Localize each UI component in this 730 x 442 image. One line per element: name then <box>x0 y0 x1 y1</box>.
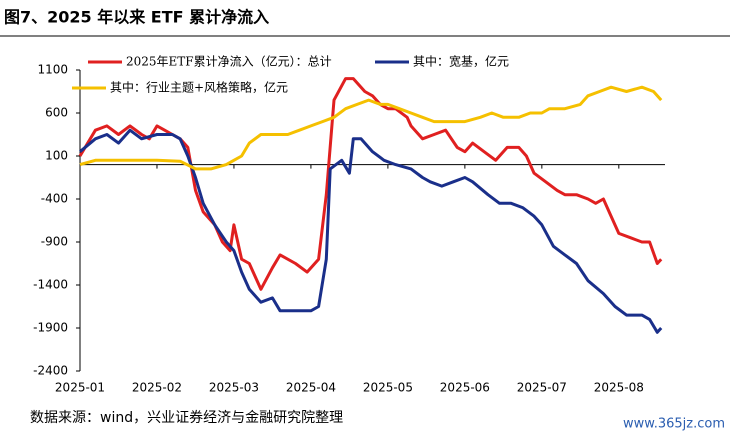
line-series <box>79 128 663 334</box>
y-tick-label: -2400 <box>33 364 68 378</box>
y-tick-label: -1400 <box>33 278 68 292</box>
x-tick-label: 2025-04 <box>286 381 336 395</box>
x-tick-label: 2025-02 <box>132 381 182 395</box>
x-tick-label: 2025-05 <box>363 381 413 395</box>
watermark: www.365jz.com <box>623 417 725 432</box>
x-tick-label: 2025-01 <box>55 381 105 395</box>
x-tick-label: 2025-06 <box>440 381 490 395</box>
y-tick-label: -400 <box>41 192 68 206</box>
y-tick-label: 600 <box>45 106 68 120</box>
y-tick-label: 100 <box>45 149 68 163</box>
x-tick-label: 2025-08 <box>594 381 644 395</box>
line-series <box>79 85 663 171</box>
source-note: 数据来源：wind，兴业证券经济与金融研究院整理 <box>30 410 343 426</box>
y-tick-label: -1900 <box>33 321 68 335</box>
legend-label: 其中：行业主题+风格策略，亿元 <box>110 80 288 95</box>
x-tick-label: 2025-03 <box>209 381 259 395</box>
legend-label: 2025年ETF累计净流入（亿元）：总计 <box>126 54 332 69</box>
legend-label: 其中：宽基，亿元 <box>413 54 509 69</box>
y-tick-label: -900 <box>41 235 68 249</box>
line-series <box>78 77 663 291</box>
y-tick-label: 1100 <box>37 63 68 77</box>
x-tick-label: 2025-07 <box>517 381 567 395</box>
chart-title: 图7、2025 年以来 ETF 累计净流入 <box>4 8 269 27</box>
